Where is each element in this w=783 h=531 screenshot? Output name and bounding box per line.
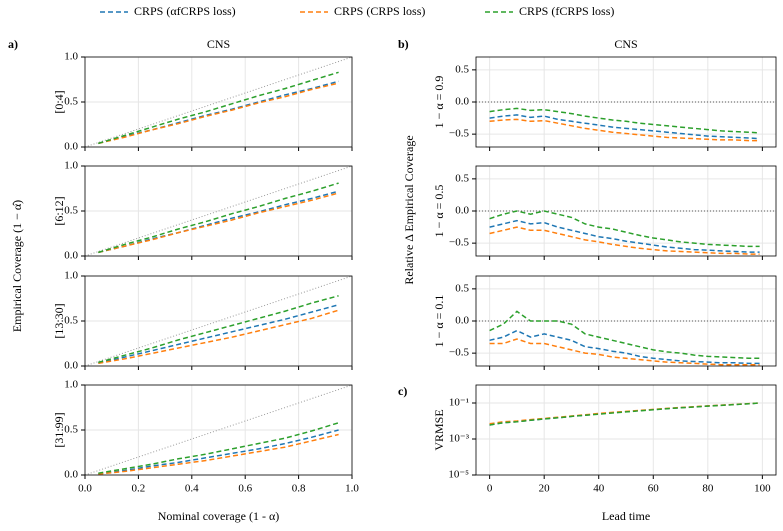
panel-title: CNS (614, 37, 637, 51)
x-tick-label: 0.4 (185, 483, 199, 495)
panel-title: CNS (207, 37, 230, 51)
y-label: [13:30] (52, 303, 66, 338)
y-label: [0:4] (52, 90, 66, 113)
shared-y-label: Empirical Coverage (1 − α̂) (10, 200, 24, 332)
plot-frame (475, 275, 777, 367)
plot-frame (84, 384, 353, 476)
y-tick-label: 0.0 (455, 96, 469, 108)
y-label: [6:12] (52, 196, 66, 225)
y-tick-label: 0.5 (64, 205, 78, 217)
y-tick-label: 10⁻⁵ (448, 469, 469, 481)
series-line (489, 114, 760, 140)
series-line (98, 309, 339, 365)
y-tick-label: 0.5 (64, 96, 78, 108)
y-tick-label: −0.5 (449, 237, 469, 249)
series-line (98, 71, 339, 145)
legend-label: CRPS (fCRPS loss) (519, 4, 614, 18)
y-tick-label: 0.5 (64, 424, 78, 436)
y-tick-label: 0.0 (64, 469, 78, 481)
series-line (98, 182, 339, 254)
series-line (489, 329, 760, 365)
panel-label: a) (8, 37, 18, 51)
x-tick-label: 1.0 (345, 483, 359, 495)
plot-frame (84, 165, 353, 257)
y-label: VRMSE (432, 409, 446, 450)
x-tick-label: 40 (593, 483, 605, 495)
x-tick-label: 100 (754, 483, 771, 495)
y-tick-label: −0.5 (449, 128, 469, 140)
y-label: [31:99] (52, 412, 66, 447)
y-tick-label: 0.5 (455, 63, 469, 75)
y-tick-label: 10⁻³ (449, 433, 470, 445)
series-line (489, 219, 760, 253)
y-tick-label: 10⁻¹ (449, 397, 469, 409)
y-tick-label: 0.0 (64, 141, 78, 153)
plot-frame (475, 56, 777, 148)
y-tick-label: 0.5 (455, 282, 469, 294)
x-tick-label: 60 (648, 483, 660, 495)
panel-label: b) (398, 37, 409, 51)
y-tick-label: 0.5 (64, 315, 78, 327)
y-tick-label: 1.0 (64, 270, 78, 282)
x-tick-label: 0.2 (132, 483, 146, 495)
plot-frame (84, 275, 353, 367)
series-line (489, 402, 760, 426)
shared-y-label: Relative Δ Empirical Coverage (402, 135, 416, 284)
series-line (489, 310, 760, 360)
plot-frame (475, 384, 777, 476)
x-label: Nominal coverage (1 - α) (158, 509, 280, 523)
reference-line (84, 56, 353, 148)
series-line (98, 433, 339, 475)
series-line (98, 429, 339, 475)
series-line (98, 304, 339, 365)
plot-area (476, 385, 776, 475)
legend-label: CRPS (αfCRPS loss) (134, 4, 236, 18)
reference-line (84, 384, 353, 476)
y-tick-label: 0.0 (64, 360, 78, 372)
series-line (98, 422, 339, 474)
y-label: 1 − α = 0.9 (432, 76, 446, 129)
series-line (489, 226, 760, 255)
y-tick-label: 0.0 (455, 205, 469, 217)
x-label: Lead time (602, 509, 650, 523)
y-label: 1 − α = 0.5 (432, 185, 446, 238)
x-tick-label: 0.0 (78, 483, 92, 495)
y-tick-label: 0.0 (64, 250, 78, 262)
x-tick-label: 20 (539, 483, 551, 495)
series-line (98, 82, 339, 145)
series-line (98, 192, 339, 254)
y-tick-label: 0.0 (455, 315, 469, 327)
y-tick-label: 1.0 (64, 51, 78, 63)
y-tick-label: 1.0 (64, 379, 78, 391)
series-line (489, 338, 760, 366)
x-tick-label: 0 (487, 483, 493, 495)
y-tick-label: 0.5 (455, 172, 469, 184)
x-tick-label: 80 (702, 483, 714, 495)
series-line (489, 210, 760, 248)
reference-line (84, 165, 353, 257)
x-tick-label: 0.6 (238, 483, 252, 495)
x-tick-label: 0.8 (292, 483, 306, 495)
series-line (98, 295, 339, 364)
plot-frame (84, 56, 353, 148)
panel-label: c) (398, 384, 407, 398)
plot-frame (475, 165, 777, 257)
series-line (489, 118, 760, 142)
legend-label: CRPS (CRPS loss) (334, 4, 425, 18)
y-label: 1 − α = 0.1 (432, 295, 446, 348)
y-tick-label: −0.5 (449, 347, 469, 359)
y-tick-label: 1.0 (64, 160, 78, 172)
reference-line (84, 275, 353, 367)
series-line (489, 107, 760, 134)
